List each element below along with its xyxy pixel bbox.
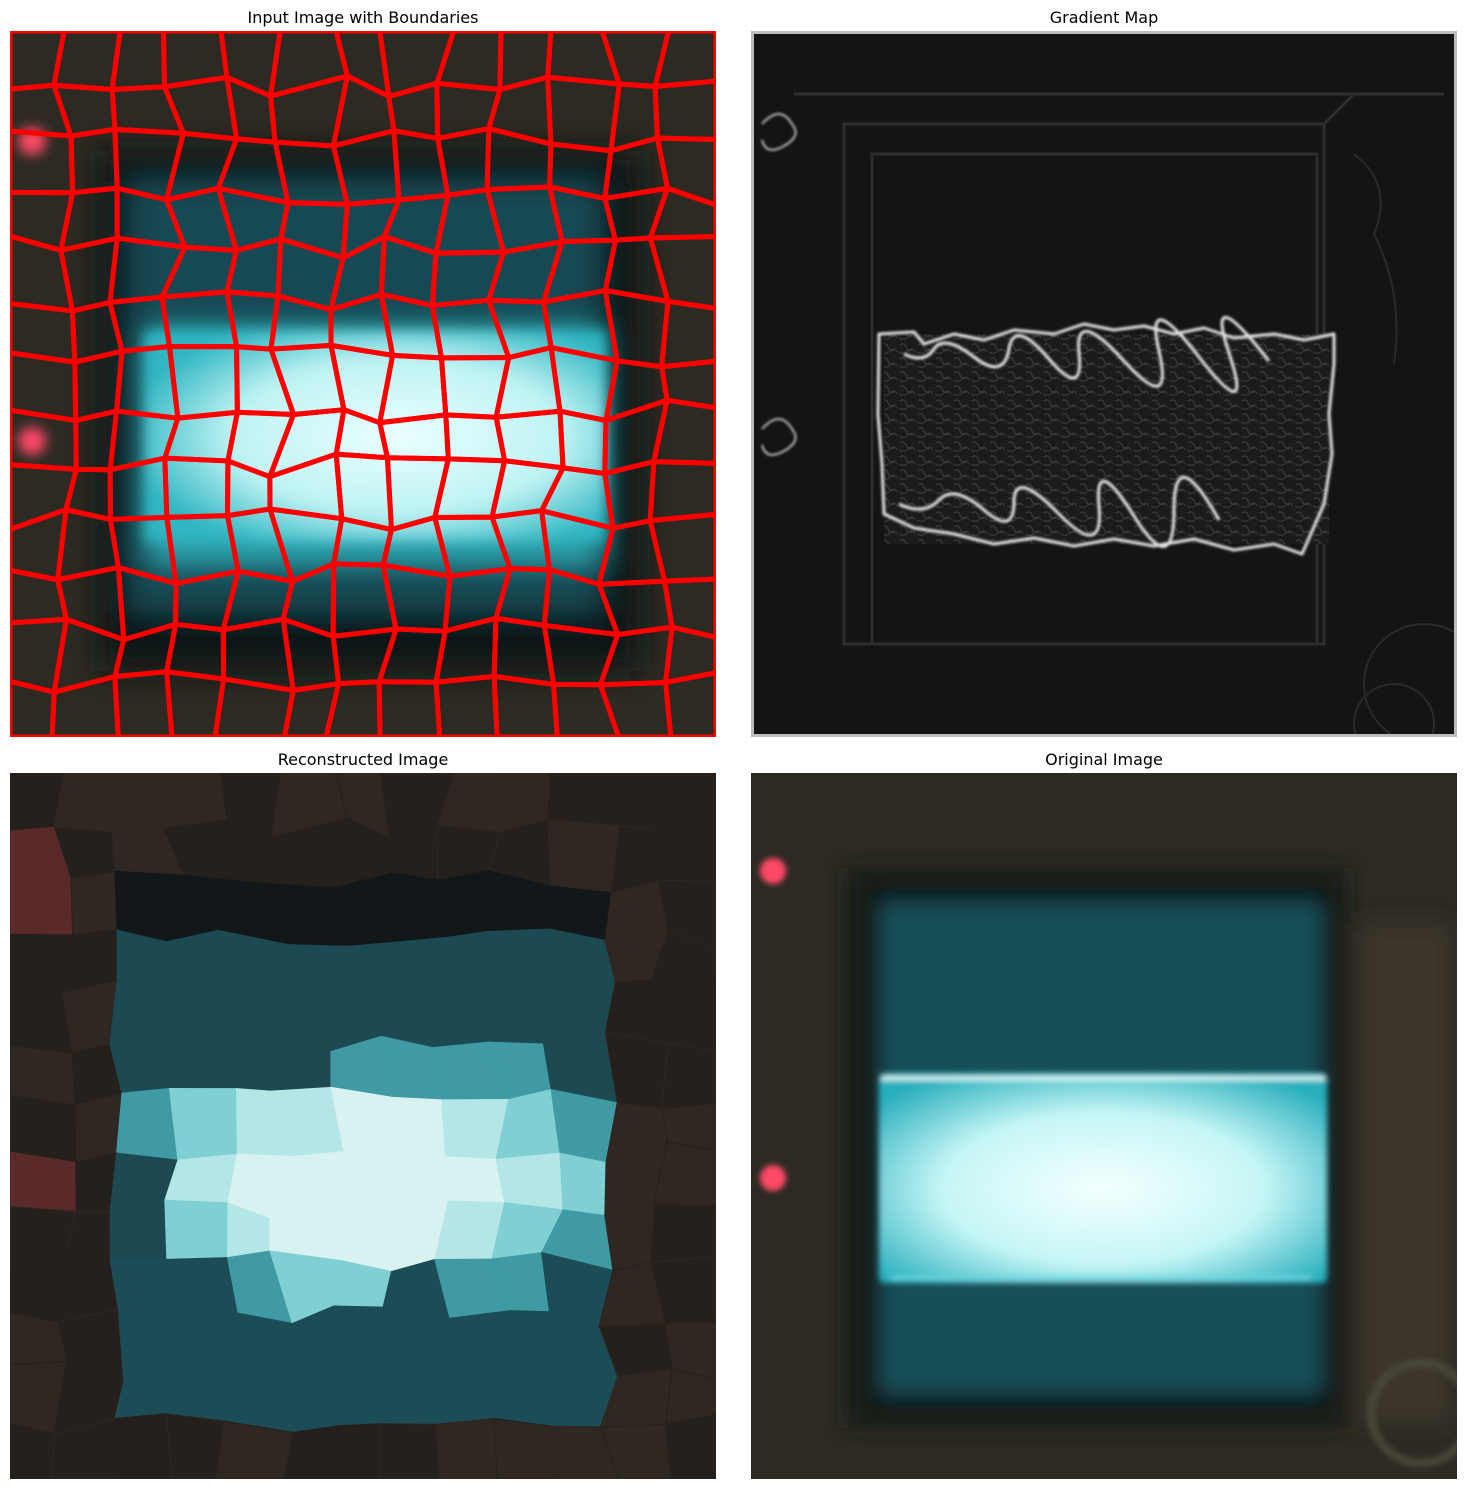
superpixel-cell xyxy=(547,818,620,894)
superpixel-cell xyxy=(553,1425,620,1479)
superpixel-cell xyxy=(166,1365,225,1422)
superpixel-cell xyxy=(378,1423,441,1479)
superpixel-cell xyxy=(665,1368,716,1426)
superpixel-cell xyxy=(649,1255,716,1324)
superpixel-cell xyxy=(51,1417,119,1479)
superpixel-cell xyxy=(10,1094,77,1164)
superpixel-cell xyxy=(222,1360,294,1433)
superpixel-boundary xyxy=(654,135,716,208)
superpixel-boundary xyxy=(323,679,383,737)
superpixel-boundary xyxy=(164,669,227,737)
superpixel-cell xyxy=(649,929,716,981)
superpixel-boundary xyxy=(10,678,57,737)
superpixel-cell xyxy=(10,1151,77,1212)
superpixel-cell xyxy=(665,1414,716,1479)
superpixel-boundary xyxy=(647,185,716,241)
superpixel-boundary xyxy=(647,459,716,524)
superpixel-cell xyxy=(335,1195,392,1273)
superpixel-boundary xyxy=(112,669,175,737)
superpixel-cell xyxy=(435,1417,498,1479)
gradient-map-canvas xyxy=(754,34,1454,734)
superpixel-cell xyxy=(379,1156,449,1202)
superpixel-boundary xyxy=(651,397,716,466)
superpixel-cell xyxy=(111,773,166,833)
superpixel-boundary xyxy=(212,676,296,737)
superpixel-cell xyxy=(445,1156,506,1204)
superpixel-cell xyxy=(325,1423,381,1479)
superpixel-cell xyxy=(649,1203,716,1264)
superpixel-cell xyxy=(661,1042,716,1110)
original-image xyxy=(751,773,1457,1479)
superpixel-cell xyxy=(653,1141,716,1206)
original-image-title: Original Image xyxy=(1045,750,1163,769)
superpixel-cell xyxy=(53,773,121,833)
superpixel-cell xyxy=(214,1420,294,1479)
reconstructed-image xyxy=(10,773,716,1479)
superpixel-cell xyxy=(116,1087,179,1161)
superpixel-cell xyxy=(661,1102,716,1151)
superpixel-cell xyxy=(10,1422,55,1479)
superpixel-boundary xyxy=(376,679,443,737)
superpixel-boundary xyxy=(663,670,716,737)
superpixel-cell xyxy=(10,1044,76,1105)
superpixel-boundary xyxy=(433,673,500,737)
superpixel-boundary xyxy=(49,674,121,737)
input-image-title: Input Image with Boundaries xyxy=(247,8,479,27)
superpixel-cell xyxy=(654,773,716,830)
superpixel-boundaries xyxy=(10,31,716,737)
input-image-with-boundaries xyxy=(10,31,716,737)
superpixel-cell xyxy=(656,879,716,948)
superpixel-cell xyxy=(559,1152,607,1217)
reconstructed-image-canvas xyxy=(10,773,716,1479)
superpixel-cell xyxy=(161,1033,238,1090)
superpixel-boundary xyxy=(281,681,342,737)
superpixel-cell xyxy=(164,1199,229,1260)
superpixel-boundary xyxy=(659,298,716,370)
superpixel-boundary xyxy=(659,358,716,411)
superpixel-boundary xyxy=(551,681,622,737)
superpixel-cell xyxy=(495,1152,564,1211)
superpixel-cell xyxy=(493,1417,558,1479)
superpixel-cell xyxy=(75,1152,118,1213)
superpixel-cell xyxy=(74,1092,123,1164)
reconstructed-image-title: Reconstructed Image xyxy=(277,750,449,769)
superpixel-cell xyxy=(550,1088,618,1164)
superpixel-cell xyxy=(599,1423,672,1479)
superpixel-boundary xyxy=(597,679,674,737)
superpixel-cell xyxy=(283,1425,340,1479)
superpixel-cell xyxy=(654,822,716,883)
superpixel-cell xyxy=(166,1413,225,1479)
superpixel-boundary xyxy=(491,673,560,737)
superpixel-cell xyxy=(70,870,118,936)
input-image-canvas xyxy=(10,31,716,737)
superpixel-cell xyxy=(114,1413,173,1479)
superpixel-boundary xyxy=(652,31,716,89)
superpixel-cell xyxy=(604,1203,655,1271)
superpixel-boundary xyxy=(647,511,716,584)
superpixel-boundary xyxy=(662,576,716,640)
superpixel-cell xyxy=(10,872,74,936)
gradient-map xyxy=(751,31,1457,737)
superpixel-cell xyxy=(168,1088,238,1161)
superpixel-boundary xyxy=(663,624,716,685)
gradient-map-title: Gradient Map xyxy=(1049,8,1159,27)
superpixel-cell xyxy=(649,978,716,1051)
superpixel-cell xyxy=(664,1320,716,1380)
superpixel-boundary xyxy=(647,234,716,311)
original-image-canvas xyxy=(751,773,1457,1479)
superpixel-boundary xyxy=(652,78,716,143)
reconstructed-superpixels xyxy=(10,773,716,1479)
